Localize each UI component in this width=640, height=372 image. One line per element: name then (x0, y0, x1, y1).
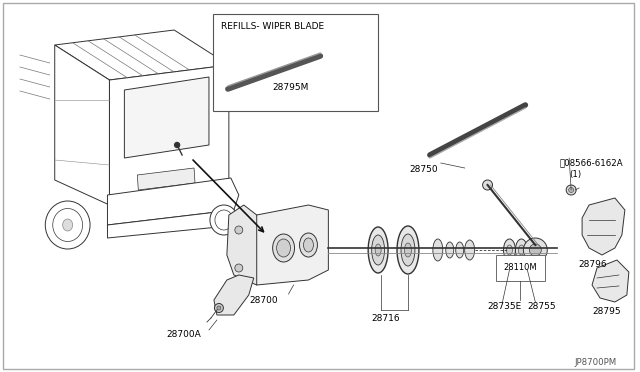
Text: 28795M: 28795M (273, 83, 308, 92)
Text: (1): (1) (569, 170, 581, 179)
Ellipse shape (397, 226, 419, 274)
Ellipse shape (52, 208, 83, 241)
Circle shape (175, 142, 180, 148)
Bar (213, 14, 378, 111)
Polygon shape (108, 210, 239, 238)
Text: 28110M: 28110M (504, 263, 537, 273)
Circle shape (483, 180, 493, 190)
Ellipse shape (372, 235, 385, 265)
Ellipse shape (465, 240, 475, 260)
Ellipse shape (506, 245, 513, 255)
Text: 28700A: 28700A (166, 330, 202, 339)
Text: 28750: 28750 (409, 165, 438, 174)
Circle shape (566, 185, 576, 195)
Ellipse shape (273, 234, 294, 262)
Circle shape (235, 264, 243, 272)
Text: 28716: 28716 (372, 314, 401, 323)
Ellipse shape (215, 210, 233, 230)
Polygon shape (582, 198, 625, 255)
Polygon shape (138, 168, 195, 190)
Ellipse shape (45, 201, 90, 249)
Bar (495, 255, 545, 281)
Polygon shape (239, 205, 328, 285)
Ellipse shape (368, 227, 388, 273)
Text: 28755: 28755 (527, 302, 556, 311)
Ellipse shape (515, 239, 527, 261)
Ellipse shape (210, 205, 238, 235)
Ellipse shape (504, 239, 515, 261)
Circle shape (524, 238, 547, 262)
Polygon shape (214, 275, 253, 315)
Polygon shape (592, 260, 629, 302)
Circle shape (235, 226, 243, 234)
Polygon shape (109, 65, 229, 205)
Ellipse shape (456, 242, 464, 258)
Text: 28735E: 28735E (488, 302, 522, 311)
Text: REFILLS- WIPER BLADE: REFILLS- WIPER BLADE (221, 22, 324, 31)
Text: JP8700PM: JP8700PM (575, 358, 617, 367)
Text: 28796: 28796 (579, 260, 607, 269)
Polygon shape (55, 30, 229, 80)
Ellipse shape (300, 233, 317, 257)
Text: 28700: 28700 (250, 296, 278, 305)
Circle shape (569, 187, 573, 192)
Polygon shape (124, 77, 209, 158)
Circle shape (217, 306, 221, 310)
Circle shape (214, 304, 223, 312)
Polygon shape (55, 45, 109, 205)
Ellipse shape (276, 239, 291, 257)
Ellipse shape (404, 243, 412, 257)
Ellipse shape (401, 234, 415, 266)
Text: Ⓢ08566-6162A: Ⓢ08566-6162A (559, 158, 623, 167)
Ellipse shape (518, 245, 524, 255)
Ellipse shape (375, 244, 381, 256)
Polygon shape (227, 205, 257, 285)
Text: 28795: 28795 (593, 307, 621, 316)
Circle shape (529, 244, 541, 256)
Ellipse shape (303, 238, 314, 252)
Polygon shape (108, 178, 239, 225)
Ellipse shape (446, 242, 454, 258)
Ellipse shape (63, 219, 72, 231)
Ellipse shape (433, 239, 443, 261)
